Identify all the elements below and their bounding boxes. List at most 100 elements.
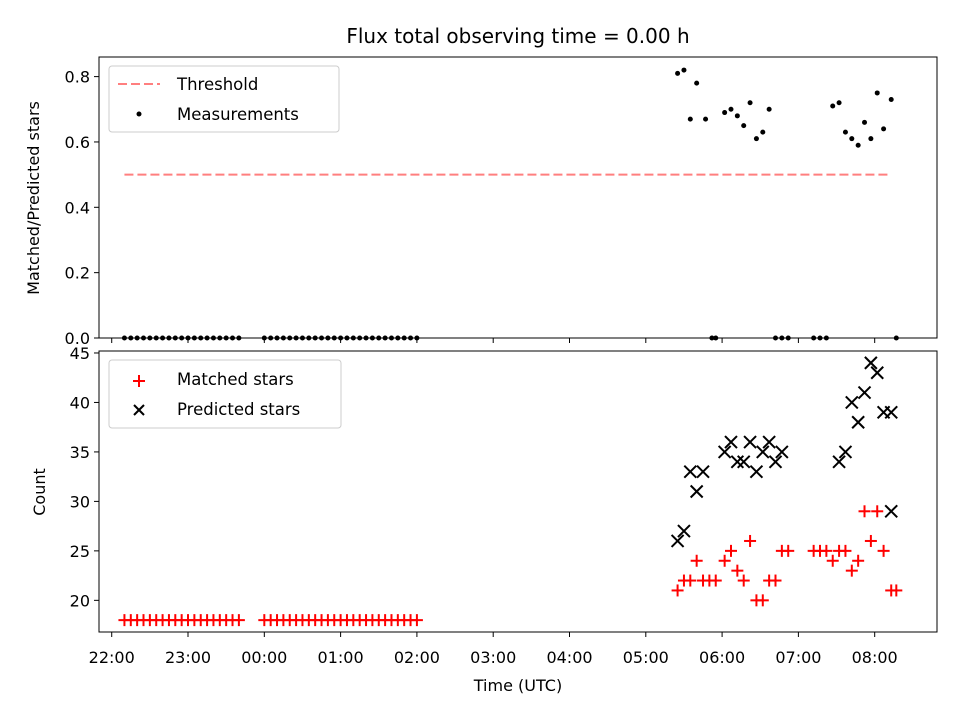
top-legend: Threshold Measurements (108, 65, 340, 133)
predicted-star-point (864, 356, 878, 370)
measurement-point (325, 335, 331, 341)
measurement-point (179, 335, 185, 341)
predicted-star-point (857, 385, 872, 400)
measurement-point (376, 335, 382, 341)
top-y-tick-label: 0.8 (65, 68, 90, 87)
matched-star-point (769, 574, 782, 587)
bottom-x-tick-label: 08:00 (852, 648, 898, 667)
matched-star-point (858, 505, 871, 518)
bottom-y-tick-label: 40 (70, 393, 90, 412)
measurement-point (280, 335, 286, 341)
measurement-point (287, 335, 293, 341)
bottom-y-tick-label: 30 (70, 492, 90, 511)
measurement-point (401, 335, 407, 341)
measurement-point (230, 335, 236, 341)
matched-star-point (826, 554, 839, 567)
legend-predicted-label: Predicted stars (177, 400, 300, 419)
predicted-star-point (749, 465, 764, 479)
predicted-star-point (884, 405, 898, 420)
matched-star-point (709, 574, 722, 587)
measurement-point (681, 67, 687, 73)
measurement-point (274, 335, 280, 341)
bottom-x-tick-label: 23:00 (165, 648, 211, 667)
measurement-point (811, 335, 817, 341)
predicted-star-point (670, 534, 685, 548)
measurement-point (395, 335, 401, 341)
measurement-point (369, 335, 375, 341)
measurement-point (293, 335, 299, 341)
measurement-point (312, 335, 318, 341)
matched-star-point (718, 554, 731, 567)
measurement-point (830, 103, 836, 109)
measurement-point (350, 335, 356, 341)
measurement-point (160, 335, 166, 341)
measurement-point (128, 335, 134, 341)
top-y-tick-label: 0.2 (65, 264, 90, 283)
measurement-point (388, 335, 394, 341)
legend-predicted-swatch (133, 404, 145, 416)
top-y-axis-label: Matched/Predicted stars (24, 101, 43, 295)
measurement-point (868, 136, 874, 142)
measurement-point (855, 142, 861, 148)
top-y-axis: 0.0 0.2 0.4 0.6 0.8 (65, 68, 99, 348)
chart-title: Flux total observing time = 0.00 h (346, 24, 689, 48)
bottom-legend-box (108, 359, 342, 429)
predicted-star-point (762, 435, 776, 449)
measurement-point (121, 335, 127, 341)
bottom-x-tick-label: 01:00 (318, 648, 364, 667)
bottom-y-axis-label: Count (30, 468, 49, 516)
measurement-point (268, 335, 274, 341)
measurement-point (363, 335, 369, 341)
matched-star-point (232, 614, 245, 627)
predicted-star-point (775, 445, 789, 459)
predicted-star-point (696, 465, 710, 479)
measurement-point (191, 335, 197, 341)
matched-star-point (731, 564, 744, 577)
predicted-star-point (768, 455, 783, 469)
bottom-y-tick-label: 35 (70, 443, 90, 462)
predicted-star-point (838, 445, 853, 459)
matched-star-point (839, 544, 852, 557)
matched-star-point (744, 534, 757, 547)
matched-star-point (877, 544, 890, 557)
measurement-point (893, 335, 899, 341)
bottom-x-tick-label: 04:00 (546, 648, 592, 667)
measurement-point (204, 335, 210, 341)
predicted-star-point (743, 435, 757, 449)
matched-star-point (871, 505, 884, 518)
predicted-star-point (845, 395, 859, 410)
measurement-point (210, 335, 216, 341)
measurement-point (687, 116, 693, 122)
matched-star-point (724, 544, 737, 557)
bottom-x-axis-label: Time (UTC) (473, 676, 562, 695)
matched-star-point (690, 554, 703, 567)
measurement-point (382, 335, 388, 341)
legend-measurements-swatch (136, 111, 142, 117)
top-y-tick-label: 0.6 (65, 133, 90, 152)
matched-star-point (684, 574, 697, 587)
matched-star-point (737, 574, 750, 587)
bottom-x-tick-label: 00:00 (241, 648, 287, 667)
matched-star-point (890, 584, 903, 597)
legend-measurements-label: Measurements (177, 105, 299, 124)
matched-star-point (756, 594, 769, 607)
measurement-point (141, 335, 147, 341)
measurement-point (261, 335, 267, 341)
top-legend-box (108, 65, 340, 133)
predicted-star-point (884, 504, 898, 518)
measurement-point (779, 335, 785, 341)
measurement-point (766, 106, 772, 112)
legend-matched-label: Matched stars (177, 370, 294, 389)
predicted-star-point (832, 455, 846, 469)
measurement-point (694, 80, 700, 86)
measurement-point (753, 136, 759, 142)
measurement-point (842, 129, 848, 135)
measurement-point (703, 116, 709, 122)
measurement-point (217, 335, 223, 341)
measurement-point (172, 335, 178, 341)
measurement-point (862, 119, 868, 125)
measurement-point (747, 100, 753, 106)
bottom-y-axis: 20 25 30 35 40 45 (70, 344, 99, 610)
measurement-point (185, 335, 191, 341)
